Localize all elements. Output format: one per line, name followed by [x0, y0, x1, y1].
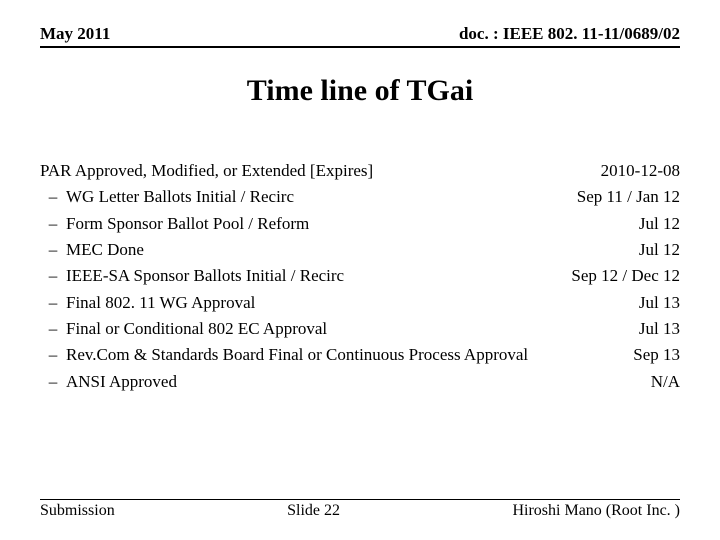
dash-icon: – [40, 342, 66, 368]
par-approved-row: PAR Approved, Modified, or Extended [Exp… [40, 158, 680, 184]
timeline-item: –IEEE-SA Sponsor Ballots Initial / Recir… [40, 263, 680, 289]
timeline-item-label: IEEE-SA Sponsor Ballots Initial / Recirc [66, 263, 571, 289]
timeline-item-label: Final 802. 11 WG Approval [66, 290, 639, 316]
dash-icon: – [40, 316, 66, 342]
page-title: Time line of TGai [40, 74, 680, 108]
dash-icon: – [40, 369, 66, 395]
timeline-item: –ANSI ApprovedN/A [40, 369, 680, 395]
dash-icon: – [40, 237, 66, 263]
timeline-item-date: Jul 12 [639, 211, 680, 237]
header-doc-number: doc. : IEEE 802. 11-11/0689/02 [459, 24, 680, 44]
timeline-item-label: MEC Done [66, 237, 639, 263]
par-approved-label: PAR Approved, Modified, or Extended [Exp… [40, 158, 601, 184]
dash-icon: – [40, 290, 66, 316]
timeline-item-date: Sep 11 / Jan 12 [577, 184, 680, 210]
timeline-item: –MEC DoneJul 12 [40, 237, 680, 263]
header-date: May 2011 [40, 24, 110, 44]
footer-submission: Submission [40, 502, 115, 520]
timeline-item: –Final 802. 11 WG ApprovalJul 13 [40, 290, 680, 316]
timeline-item-date: Jul 13 [639, 290, 680, 316]
timeline-item: –Final or Conditional 802 EC ApprovalJul… [40, 316, 680, 342]
timeline-item: –WG Letter Ballots Initial / RecircSep 1… [40, 184, 680, 210]
footer: Submission Slide 22 Hiroshi Mano (Root I… [40, 499, 680, 520]
dash-icon: – [40, 184, 66, 210]
footer-author: Hiroshi Mano (Root Inc. ) [512, 502, 680, 520]
timeline-item-date: Sep 13 [633, 342, 680, 368]
footer-slide-number: Slide 22 [115, 502, 513, 520]
timeline-item-date: Jul 13 [639, 316, 680, 342]
timeline-item-date: Jul 12 [639, 237, 680, 263]
timeline-item-label: ANSI Approved [66, 369, 651, 395]
header: May 2011 doc. : IEEE 802. 11-11/0689/02 [40, 24, 680, 48]
dash-icon: – [40, 263, 66, 289]
timeline-item-date: Sep 12 / Dec 12 [571, 263, 680, 289]
timeline-item-label: WG Letter Ballots Initial / Recirc [66, 184, 577, 210]
par-approved-date: 2010-12-08 [601, 158, 680, 184]
timeline-item: –Rev.Com & Standards Board Final or Cont… [40, 342, 680, 368]
timeline-item: –Form Sponsor Ballot Pool / ReformJul 12 [40, 211, 680, 237]
timeline-content: PAR Approved, Modified, or Extended [Exp… [40, 158, 680, 491]
timeline-item-label: Rev.Com & Standards Board Final or Conti… [66, 342, 633, 368]
timeline-item-date: N/A [651, 369, 680, 395]
timeline-item-label: Form Sponsor Ballot Pool / Reform [66, 211, 639, 237]
dash-icon: – [40, 211, 66, 237]
timeline-item-label: Final or Conditional 802 EC Approval [66, 316, 639, 342]
